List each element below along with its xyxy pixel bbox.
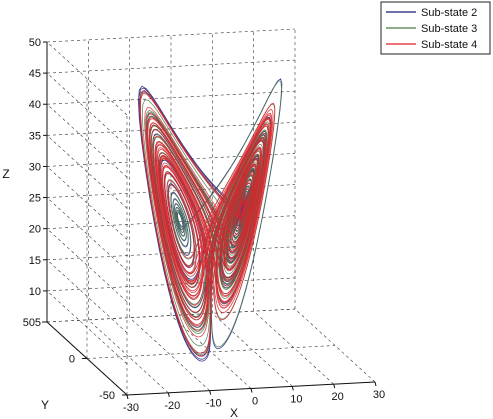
wall-grid-z-line — [46, 28, 296, 43]
z-tick-label: 35 — [29, 130, 41, 142]
x-tick-label: -20 — [164, 400, 180, 412]
x-tick-label: 30 — [373, 389, 385, 401]
x-tick-label: 20 — [332, 391, 344, 403]
floor-grid-y-line — [86, 345, 336, 359]
x-tick-mark — [333, 384, 336, 389]
z-tick-label: 30 — [29, 161, 41, 173]
legend-box — [380, 1, 491, 55]
legend-entry-sub-state-2: Sub-state 2 — [421, 7, 477, 19]
z-tick-label: 15 — [29, 255, 41, 267]
x-tick-mark — [209, 390, 212, 395]
z-tick-label: 45 — [29, 68, 41, 80]
x-tick-label: -10 — [206, 398, 222, 410]
z-tick-label: 20 — [29, 224, 41, 236]
z-tick-label: 5 — [35, 317, 41, 329]
legend-entry-sub-state-4: Sub-state 4 — [421, 39, 477, 51]
z-tick-label: 40 — [29, 99, 41, 111]
z-axis-label: Z — [2, 167, 9, 181]
y-tick-label: -50 — [99, 390, 115, 402]
series-line-sub-state-4 — [139, 89, 276, 357]
trajectory-series — [137, 78, 283, 362]
x-axis-label: X — [230, 406, 238, 419]
floor-grid-x-line — [88, 319, 169, 394]
y-tick-label: 50 — [23, 317, 35, 329]
y-tick-label: 0 — [69, 354, 75, 366]
floor-grid-x-line — [212, 313, 293, 387]
legend-entry-sub-state-3: Sub-state 3 — [421, 23, 477, 35]
z-tick-label: 10 — [29, 286, 41, 298]
x-tick-label: 10 — [290, 393, 302, 405]
x-tick-mark — [291, 386, 294, 391]
x-tick-label: 0 — [252, 396, 258, 408]
x-tick-label: -30 — [123, 402, 139, 414]
left-wall-grid-line — [46, 166, 128, 240]
y-axis-label: Y — [41, 398, 49, 412]
left-wall-grid-line — [46, 197, 128, 271]
left-wall-grid-line — [46, 41, 128, 116]
legend: Sub-state 2 Sub-state 3 Sub-state 4 — [380, 1, 491, 55]
x-tick-mark — [250, 388, 253, 393]
x-tick-mark — [167, 392, 170, 397]
x-tick-mark — [126, 394, 129, 400]
left-wall-grid-line — [46, 228, 128, 302]
floor-grid-x-line — [129, 317, 210, 391]
grid-lines — [46, 28, 376, 396]
x-tick-mark — [374, 381, 377, 387]
z-tick-label: 50 — [29, 37, 41, 49]
z-tick-label: 25 — [29, 193, 41, 205]
